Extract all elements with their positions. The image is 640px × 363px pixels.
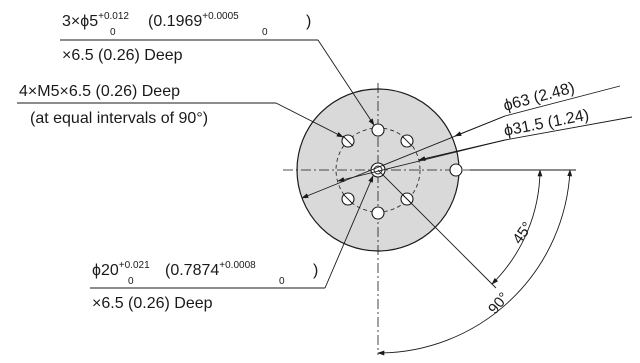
angle-label-90: 90°: [485, 289, 513, 317]
pin-hole-top: [371, 123, 385, 137]
center-bore-close-paren: ): [313, 262, 318, 279]
tapped-hole-callout-line1: 4×M5×6.5 (0.26) Deep: [19, 83, 180, 100]
pin-hole-depth: ×6.5 (0.26) Deep: [62, 47, 183, 64]
center-bore-depth: ×6.5 (0.26) Deep: [92, 295, 213, 312]
angle-label-45: 45°: [509, 219, 536, 247]
center-bore-callout-text: ϕ20+0.021: [92, 260, 150, 279]
pcd-dim-line-upper: [418, 139, 506, 161]
tapped-hole-leader: [275, 102, 344, 138]
tapped-hole-callout-line2: (at equal intervals of 90°): [30, 110, 208, 127]
outer-diameter-leader-extension: [504, 85, 621, 117]
pin-hole-inch-tol-lower: 0: [262, 27, 268, 38]
pin-hole-leader: [317, 39, 375, 126]
outer-diameter-label: ϕ63 (2.48): [502, 80, 577, 115]
center-bore-inch: (0.7874+0.0008: [165, 260, 256, 279]
pin-hole-callout-text: 3×ϕ5+0.012: [62, 11, 129, 30]
tapped-hole-top-left: [341, 134, 355, 148]
outer-diameter-dim-line-upper: [454, 115, 506, 137]
pin-hole-inch: (0.1969+0.0005: [148, 11, 239, 30]
pin-hole-close-paren: ): [306, 13, 311, 30]
tapped-hole-bottom-left: [341, 192, 355, 206]
pcd-leader-extension: [504, 116, 633, 141]
pin-hole-right: [449, 163, 463, 177]
tapped-hole-top-right: [400, 134, 414, 148]
pin-hole-bottom: [371, 206, 385, 220]
angle-arc-90: [377, 169, 573, 356]
center-bore-leader: [324, 175, 374, 289]
center-bore-inch-tol-lower: 0: [279, 276, 285, 287]
center-bore-tol-lower: 0: [128, 276, 134, 287]
pin-hole-tol-lower: 0: [110, 27, 116, 38]
